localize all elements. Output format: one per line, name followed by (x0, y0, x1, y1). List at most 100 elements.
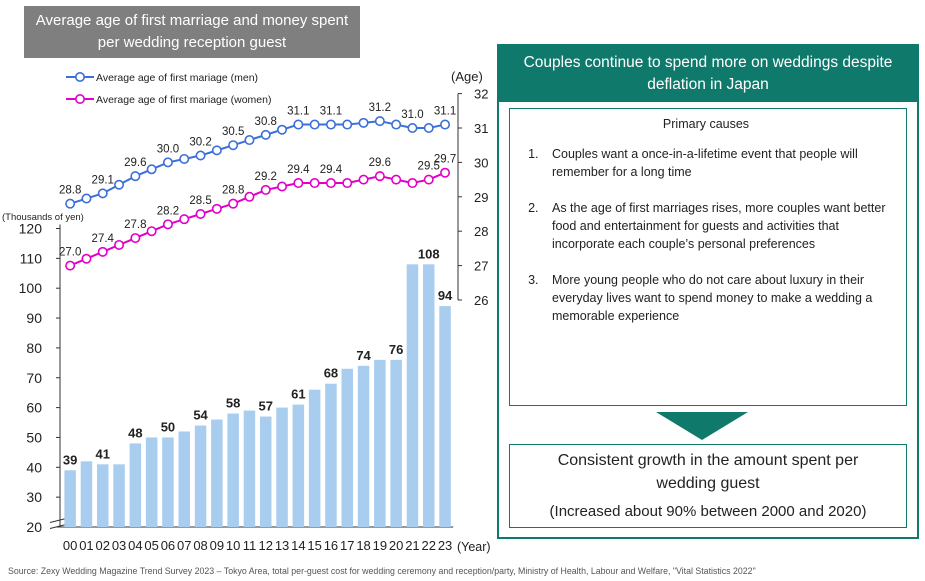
bar-data-label: 68 (324, 366, 338, 381)
line-data-label: 27.8 (124, 219, 146, 231)
right-axis-tick-label: 28 (474, 224, 488, 239)
bar-data-label: 58 (226, 396, 240, 411)
series-marker (65, 198, 76, 209)
x-axis-unit: (Year) (457, 540, 491, 554)
bar-data-label: 48 (128, 425, 142, 440)
bar-data-label: 50 (161, 419, 175, 434)
x-axis-tick-label: 17 (340, 538, 354, 553)
left-axis-tick-label: 90 (26, 310, 42, 326)
bar-data-label: 61 (291, 387, 305, 402)
bar (80, 461, 93, 527)
left-axis-tick-label: 70 (26, 370, 42, 386)
bar (276, 407, 288, 527)
legend-label: Average age of first mariage (women) (96, 94, 271, 106)
line-data-label: 30.2 (189, 137, 211, 149)
left-axis-unit: (Thousands of yen) (2, 212, 84, 223)
legend-marker (75, 94, 86, 105)
right-axis-tick-label: 27 (474, 259, 488, 274)
right-axis-unit: (Age) (451, 69, 483, 84)
result-box: Consistent growth in the amount spent pe… (509, 444, 907, 528)
line-data-label: 30.5 (222, 126, 244, 138)
x-axis-tick-label: 08 (193, 538, 207, 553)
x-axis-tick-label: 16 (324, 538, 338, 553)
x-axis-tick-label: 21 (405, 538, 419, 553)
left-axis-tick-label: 30 (26, 489, 42, 505)
line-series (65, 116, 451, 271)
x-axis-tick-label: 22 (422, 538, 436, 553)
right-axis-tick-label: 31 (474, 121, 488, 136)
panel-header: Couples continue to spend more on weddin… (499, 46, 917, 102)
series-marker (342, 119, 353, 130)
series-marker (440, 167, 451, 178)
series-marker (114, 179, 125, 190)
bar (260, 416, 272, 527)
line-data-label: 31.1 (287, 106, 309, 118)
series-marker (228, 198, 239, 209)
series-marker (130, 233, 141, 244)
bar-data-label: 94 (438, 288, 453, 303)
x-axis-tick-label: 03 (112, 538, 126, 553)
line-data-label: 29.7 (434, 154, 456, 166)
series-marker (325, 178, 336, 189)
chart-title: Average age of first marriage and money … (24, 6, 360, 58)
series-marker (81, 193, 92, 204)
series-marker (179, 214, 190, 225)
bar-data-label: 57 (259, 399, 273, 414)
series-marker (260, 184, 271, 195)
line-data-labels: 28.8 29.1 29.6 30.0 30.2 30.5 30.8 31.1 31.1 31.2… (59, 102, 456, 258)
left-axis-tick-label: 20 (26, 519, 42, 535)
bar (357, 365, 370, 527)
series-marker (309, 119, 320, 130)
bar (145, 437, 158, 527)
series-marker (195, 150, 206, 161)
series-marker (211, 203, 222, 214)
x-axis-tick-label: 13 (275, 538, 289, 553)
right-axis: 26 27 28 29 30 31 32 (Age) (451, 69, 488, 308)
series-marker (293, 119, 304, 130)
series-marker (146, 164, 157, 175)
series-marker (260, 129, 271, 140)
bar-data-label: 39 (63, 452, 77, 467)
x-axis-tick-label: 23 (438, 538, 452, 553)
bar (113, 464, 125, 527)
line-data-label: 30.0 (157, 143, 179, 155)
right-axis-tick-label: 26 (474, 293, 488, 308)
series-marker (162, 219, 173, 230)
series-marker (391, 119, 402, 130)
line-data-label: 31.1 (320, 106, 342, 118)
right-axis-tick-label: 29 (474, 190, 488, 205)
series-marker (374, 171, 385, 182)
line-data-label: 29.4 (287, 164, 310, 176)
series-marker (179, 153, 190, 164)
x-axis-tick-label: 11 (243, 538, 257, 553)
series-marker (97, 188, 108, 199)
bar (439, 306, 451, 527)
x-axis: 00 01 02 03 04 05 06 07 08 09 10 11 12 13 14 15 16 17 18 19… (60, 526, 491, 554)
x-axis-tick-label: 12 (259, 538, 273, 553)
series-marker (309, 178, 320, 189)
legend: Average age of first mariage (men) Averag… (66, 72, 271, 106)
line-data-label: 29.6 (124, 157, 146, 169)
line-data-label: 29.4 (320, 164, 343, 176)
bar (178, 431, 190, 527)
series-marker (293, 178, 304, 189)
legend-marker (75, 72, 86, 83)
x-axis-tick-label: 20 (389, 538, 403, 553)
line-data-label: 28.8 (59, 185, 81, 197)
line-data-label: 28.8 (222, 185, 244, 197)
series-marker (211, 145, 222, 156)
series-marker (440, 119, 451, 130)
line-data-label: 31.2 (369, 102, 391, 114)
x-axis-tick-label: 05 (144, 538, 158, 553)
bar-data-labels: 39 41 48 50 54 58 57 61 68 74 76 108 94 (63, 246, 453, 467)
bar (292, 404, 305, 527)
bar-data-label: 54 (193, 408, 208, 423)
line-data-label: 30.8 (255, 116, 277, 128)
x-axis-tick-label: 00 (63, 538, 77, 553)
series-marker (65, 260, 76, 271)
series-marker (423, 174, 434, 185)
bar (308, 389, 321, 527)
series-marker (244, 191, 255, 202)
series-marker (81, 253, 92, 264)
x-axis-tick-label: 19 (373, 538, 387, 553)
